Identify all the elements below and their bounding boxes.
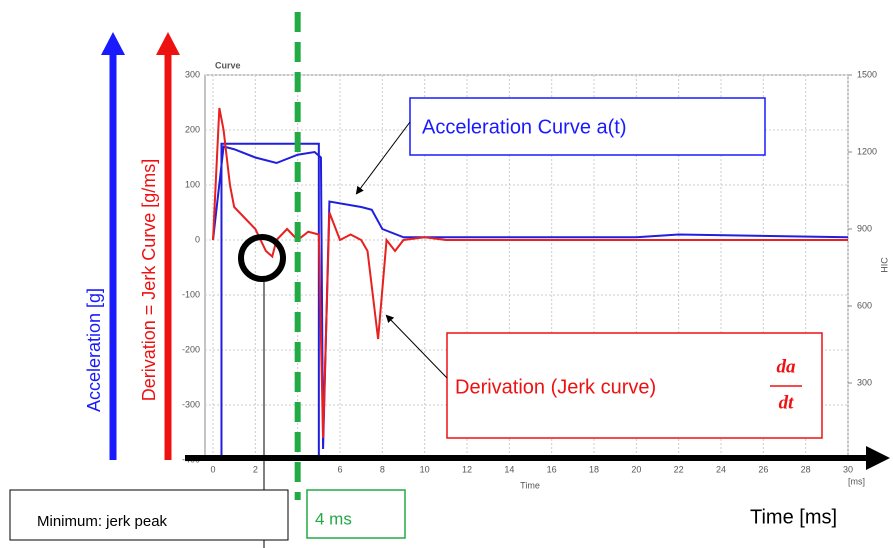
y2-tick-label: 300 (857, 377, 872, 387)
y-tick-label: 100 (185, 179, 200, 189)
acc-callout-box (409, 97, 766, 156)
minimum-text: Minimum: jerk peak (37, 513, 168, 530)
y-tick-label: 300 (185, 69, 200, 79)
jerk-pointer (385, 314, 448, 379)
chart-title: Curve (215, 60, 241, 70)
x-tick-label: 2 (253, 464, 258, 474)
y-axis-label: Derivation = Jerk Curve [g/ms] (139, 159, 159, 402)
jerk-num: da (777, 356, 797, 377)
x-label: Time (520, 480, 540, 490)
x-tick-label: 20 (631, 464, 641, 474)
x-unit: [ms] (848, 476, 865, 486)
y-tick-label: -300 (182, 399, 200, 409)
series-line (220, 142, 320, 460)
x-tick-label: 0 (210, 464, 215, 474)
x-tick-label: 10 (420, 464, 430, 474)
time-arrowhead (866, 446, 890, 470)
minimum-circle (238, 234, 286, 282)
x-tick-label: 28 (801, 464, 811, 474)
acc-pointer (355, 121, 411, 195)
time-label: Time [ms] (750, 506, 837, 528)
x-tick-label: 14 (504, 464, 514, 474)
x-tick-label: 18 (589, 464, 599, 474)
y-axis-label: Acceleration [g] (84, 288, 104, 412)
series-line (212, 107, 848, 439)
jerk-den: dt (779, 392, 795, 413)
acc-callout: Acceleration Curve a(t) (422, 116, 627, 138)
x-tick-label: 26 (758, 464, 768, 474)
red-arrowhead (156, 32, 180, 55)
marker-box (306, 489, 406, 539)
x-tick-label: 30 (843, 464, 853, 474)
y2-tick-label: 1500 (857, 69, 877, 79)
jerk-callout-box (446, 332, 823, 439)
x-tick-label: 22 (674, 464, 684, 474)
x-tick-label: 6 (337, 464, 342, 474)
y2-label: HIC (879, 257, 889, 273)
marker-label: 4 ms (315, 509, 352, 528)
y-tick-label: 0 (195, 234, 200, 244)
x-tick-label: 12 (462, 464, 472, 474)
minimum-box (9, 489, 289, 541)
y-tick-label: -100 (182, 289, 200, 299)
blue-arrowhead (101, 32, 125, 55)
x-tick-label: 16 (547, 464, 557, 474)
y-tick-label: 200 (185, 124, 200, 134)
y2-tick-label: 600 (857, 300, 872, 310)
y2-tick-label: 900 (857, 223, 872, 233)
y2-tick-label: 1200 (857, 146, 877, 156)
x-tick-label: 24 (716, 464, 726, 474)
x-tick-label: 8 (380, 464, 385, 474)
jerk-callout: Derivation (Jerk curve) (455, 376, 656, 398)
y-tick-label: -200 (182, 344, 200, 354)
